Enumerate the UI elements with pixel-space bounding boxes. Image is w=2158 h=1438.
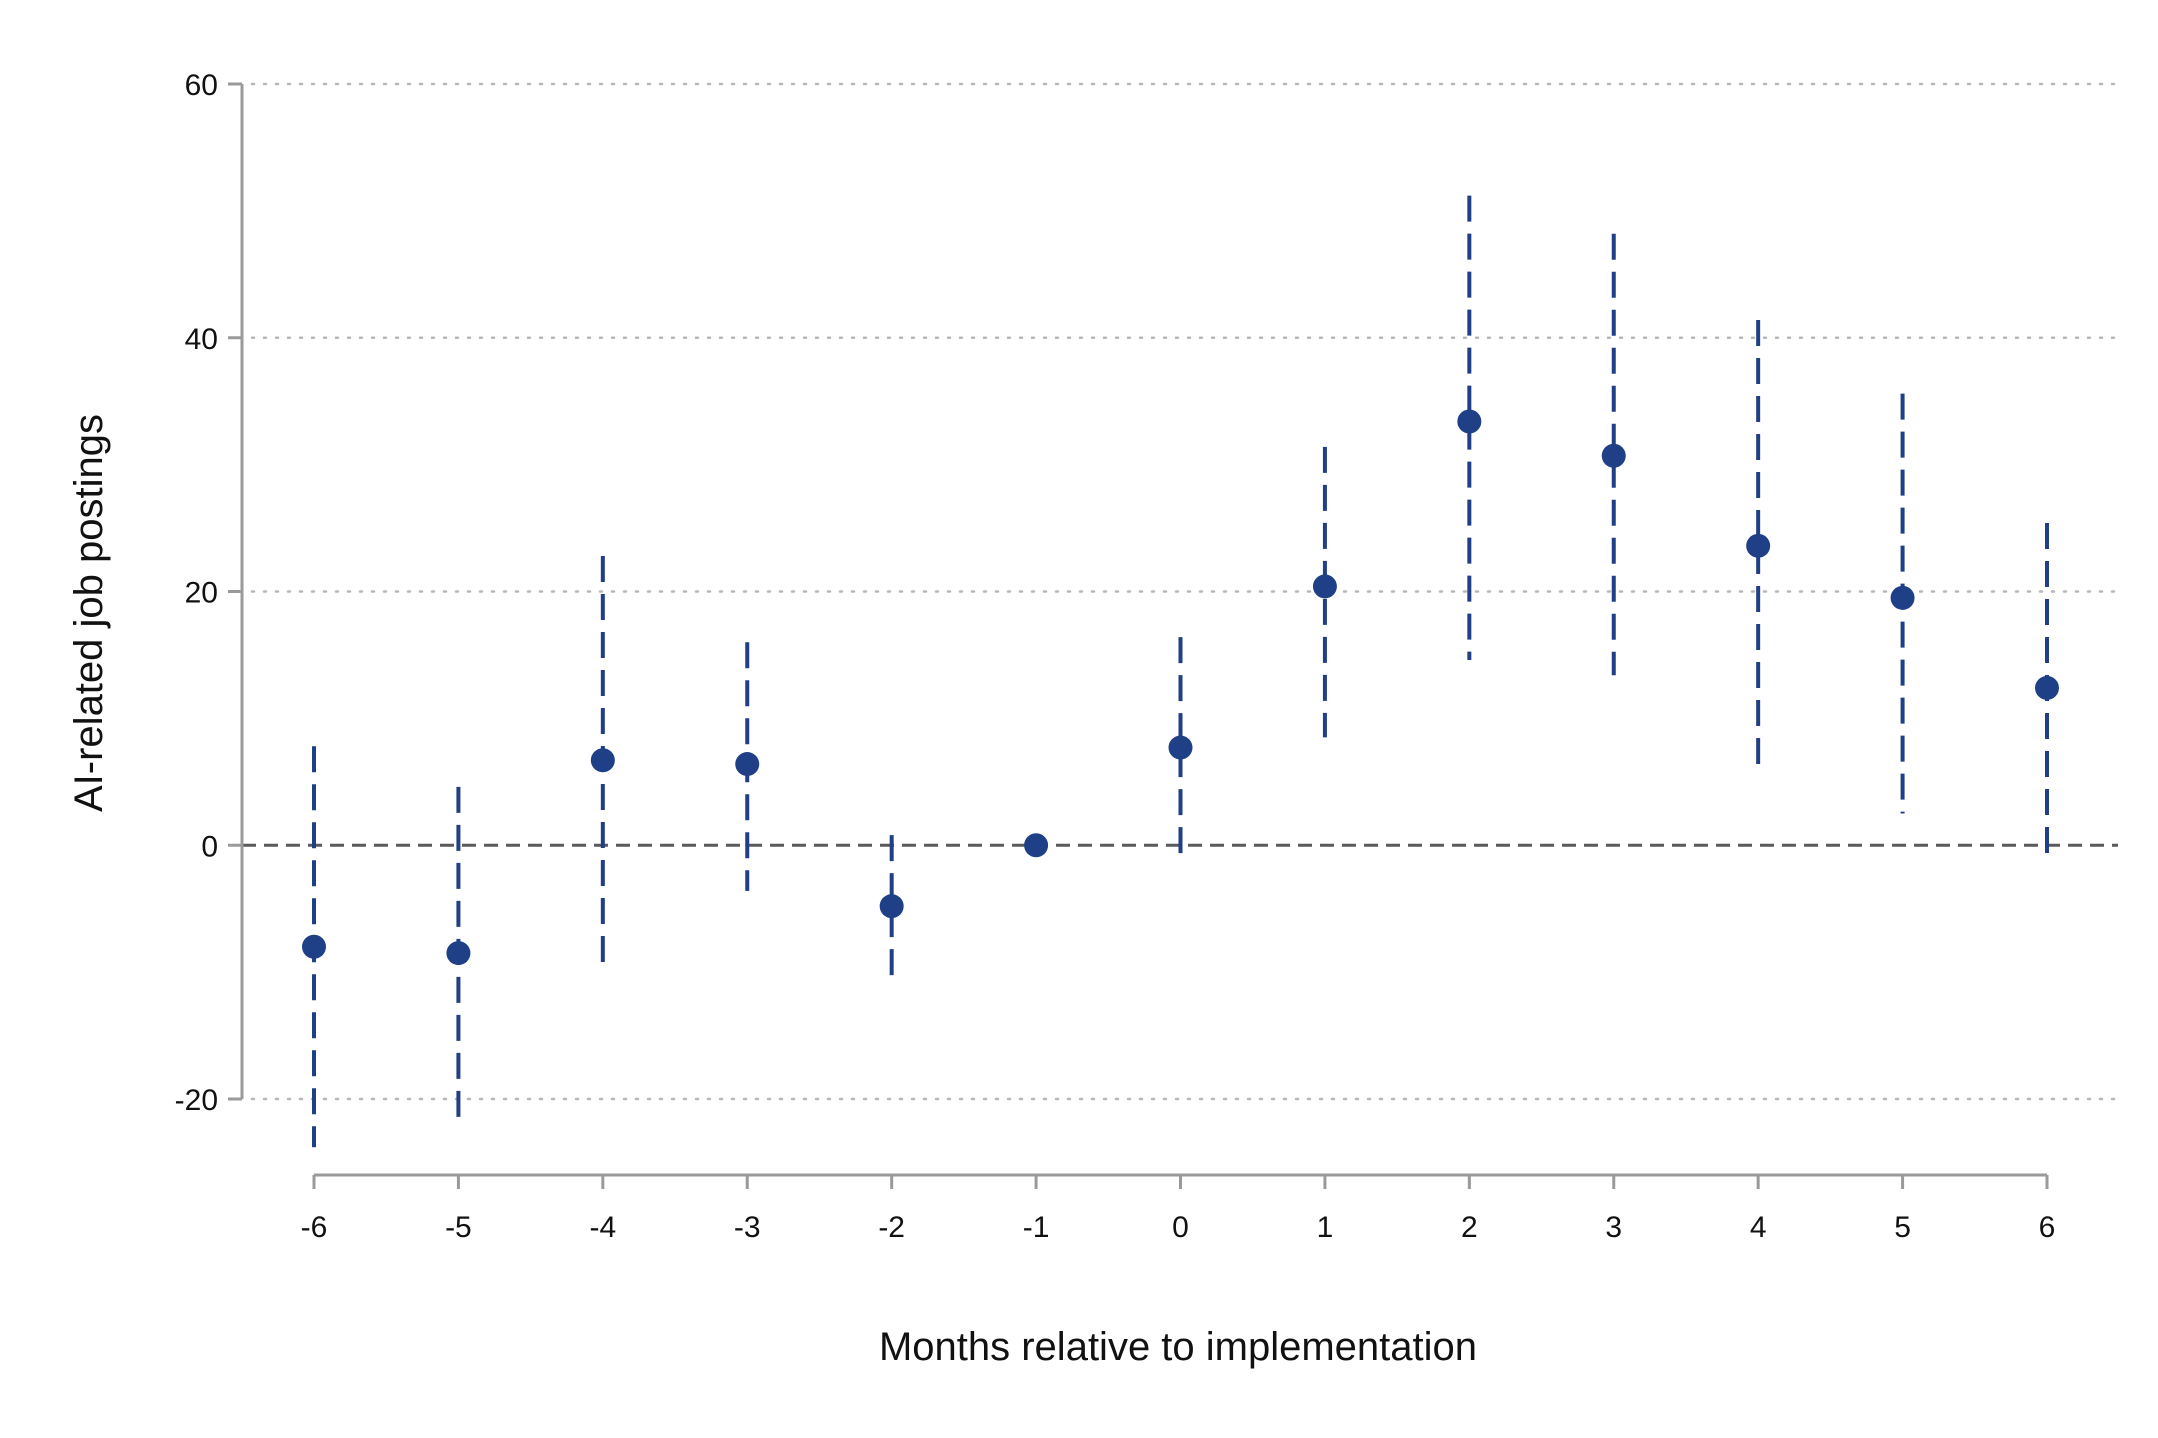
x-tick-label: -5 bbox=[445, 1211, 472, 1244]
x-axis-title: Months relative to implementation bbox=[879, 1325, 1477, 1369]
point-marker bbox=[590, 748, 615, 773]
x-tick-label: -1 bbox=[1023, 1211, 1050, 1244]
point-marker bbox=[1890, 585, 1915, 610]
x-tick-label: 1 bbox=[1317, 1211, 1334, 1244]
x-tick-label: 5 bbox=[1894, 1211, 1911, 1244]
y-tick-label: 0 bbox=[201, 830, 218, 863]
grid-layer bbox=[250, 82, 2120, 1101]
y-tick-label: 60 bbox=[185, 69, 218, 102]
y-tick-label: -20 bbox=[175, 1084, 218, 1117]
x-tick-label: -4 bbox=[589, 1211, 616, 1244]
y-tick-label: 20 bbox=[185, 577, 218, 610]
point-marker bbox=[2035, 675, 2059, 700]
x-tick-label: 6 bbox=[2039, 1211, 2056, 1244]
point-marker bbox=[879, 894, 904, 919]
x-tick-label: 4 bbox=[1750, 1211, 1767, 1244]
axis-layer: -20 0 20 40 60 -6 -5 -4 -3 -2 -1 0 1 2 3 4 5 6 bbox=[175, 69, 2056, 1244]
point-marker bbox=[735, 752, 760, 777]
x-tick-label: -3 bbox=[734, 1211, 761, 1244]
point-layer bbox=[302, 409, 2059, 966]
y-tick-label: 40 bbox=[185, 323, 218, 356]
point-marker bbox=[1601, 443, 1626, 468]
point-marker bbox=[1312, 574, 1337, 599]
x-tick-label: -6 bbox=[301, 1211, 328, 1244]
x-tick-label: 3 bbox=[1605, 1211, 1622, 1244]
y-axis-title: AI-related job postings bbox=[67, 414, 111, 812]
point-marker bbox=[1024, 833, 1049, 858]
point-marker bbox=[446, 941, 471, 966]
x-tick-label: 2 bbox=[1461, 1211, 1478, 1244]
point-marker bbox=[1746, 533, 1771, 558]
point-marker bbox=[1168, 735, 1193, 760]
x-tick-label: 0 bbox=[1172, 1211, 1189, 1244]
x-tick-label: -2 bbox=[878, 1211, 905, 1244]
point-marker bbox=[302, 934, 326, 959]
point-marker bbox=[1457, 409, 1482, 434]
